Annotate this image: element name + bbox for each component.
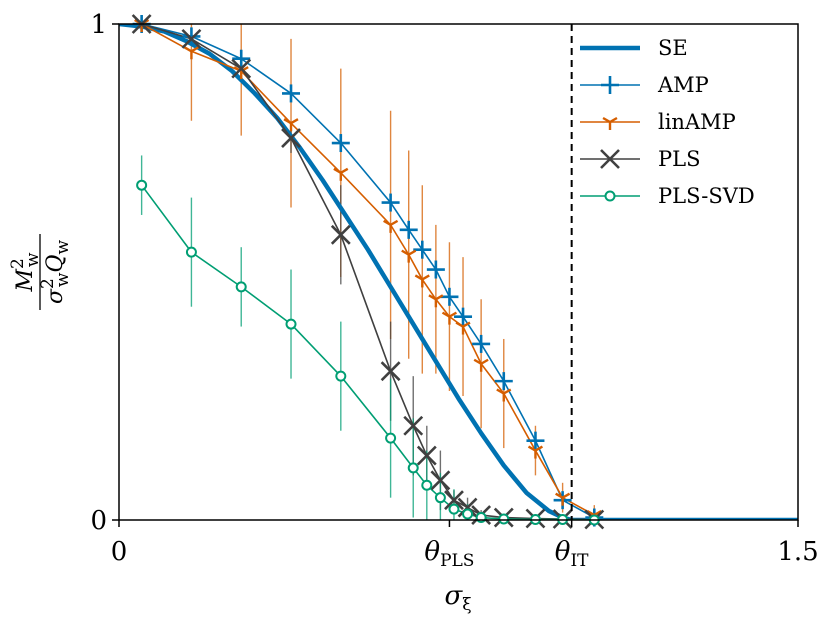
legend-label-pls-svd: PLS-SVD — [658, 184, 755, 208]
pls-svd-point — [434, 492, 446, 504]
pls-point — [416, 445, 437, 466]
pls-svd-point — [285, 318, 297, 330]
y-label-bottom-base1: σ — [43, 288, 68, 304]
legend-marker-amp — [601, 76, 619, 94]
pls-point — [380, 361, 401, 382]
linamp-point — [527, 445, 544, 459]
linamp-series-line — [141, 24, 595, 516]
amp-point — [472, 334, 491, 353]
pls-svd-point — [185, 246, 197, 258]
y-label-bottom-sub2: w — [53, 240, 73, 255]
y-tick-label: 0 — [90, 506, 107, 536]
linamp-point — [496, 388, 512, 402]
pls-svd-point — [421, 479, 433, 491]
legend: SE AMP linAMP PLS PLS-SVD — [580, 36, 755, 208]
y-label-bottom-sub1: w — [53, 272, 73, 287]
amp-point — [526, 431, 545, 450]
pls-point — [444, 490, 464, 511]
amp-point — [426, 260, 445, 279]
svg-text:M2w: M2w — [8, 252, 43, 292]
pls-svd-point — [136, 179, 148, 191]
linamp-point — [383, 219, 399, 233]
amp-series-line — [141, 24, 595, 519]
linamp-point — [333, 167, 349, 181]
pls-point — [281, 128, 301, 148]
y-label-top-sup: 2 — [8, 258, 28, 269]
x-axis-label-base: σ — [444, 581, 463, 611]
amp-point — [399, 220, 418, 239]
axes-frame — [118, 23, 799, 521]
svg-text:σ2wQw: σ2wQw — [38, 240, 73, 304]
pls-svd-point — [407, 462, 419, 474]
linamp-point — [414, 274, 430, 288]
y-label-bottom-sup1: 2 — [38, 278, 58, 289]
legend-label-se: SE — [658, 36, 688, 60]
linamp-point — [473, 358, 489, 372]
y-label-bottom-base2: Q — [43, 255, 68, 273]
pls-point — [181, 28, 202, 49]
amp-point — [182, 27, 201, 46]
legend-entry-amp: AMP — [580, 73, 709, 97]
pls-svd-point — [235, 281, 247, 293]
amp-point — [454, 307, 473, 326]
legend-label-pls: PLS — [658, 147, 700, 171]
pls-series-line — [141, 24, 595, 520]
linamp-point — [183, 46, 199, 60]
pls-point — [403, 415, 424, 436]
x-tick-label-pls: θPLS — [424, 537, 474, 571]
x-tick-label: 0 — [111, 537, 128, 567]
legend-label-linamp: linAMP — [658, 110, 736, 134]
pls-point — [430, 470, 451, 491]
amp-point — [282, 84, 301, 103]
amp-point — [381, 193, 400, 212]
legend-marker-linamp — [602, 116, 618, 130]
x-axis-label: σξ — [444, 581, 471, 615]
pls-point — [231, 58, 252, 79]
amp-point — [413, 240, 432, 259]
linamp-point — [555, 492, 571, 506]
x-axis-label-sub: ξ — [462, 595, 471, 615]
pls-svd-point — [498, 513, 510, 525]
linamp-point — [401, 249, 417, 263]
x-tick-label: 1.5 — [777, 537, 818, 567]
pls-point — [457, 497, 478, 518]
amp-point — [331, 134, 350, 153]
linamp-point — [455, 321, 471, 335]
y-label-top-sub: w — [23, 252, 43, 267]
y-axis-label: M2w σ2wQw — [8, 234, 73, 310]
linamp-point — [283, 118, 299, 132]
legend-entry-pls-svd: PLS-SVD — [580, 184, 755, 208]
linamp-point — [441, 311, 458, 325]
legend-marker-pls-svd — [604, 190, 616, 202]
pls-svd-point — [385, 432, 397, 444]
legend-entry-linamp: linAMP — [580, 110, 736, 134]
legend-label-amp: AMP — [657, 73, 709, 97]
amp-point — [232, 49, 251, 68]
pls-svd-point — [462, 508, 474, 520]
y-tick-label: 1 — [90, 10, 107, 40]
legend-marker-pls — [600, 149, 620, 169]
pls-svd-point — [448, 503, 460, 515]
legend-entry-se: SE — [580, 36, 688, 60]
amp-point — [494, 372, 513, 391]
plot-area — [119, 24, 798, 520]
x-tick-label-it: θIT — [555, 537, 589, 571]
linamp-point — [428, 294, 444, 308]
pls-point — [330, 224, 351, 245]
y-label-top-base: M — [13, 268, 38, 292]
amp-point — [440, 287, 459, 306]
legend-entry-pls: PLS — [580, 147, 700, 171]
pls-svd-point — [335, 370, 347, 382]
